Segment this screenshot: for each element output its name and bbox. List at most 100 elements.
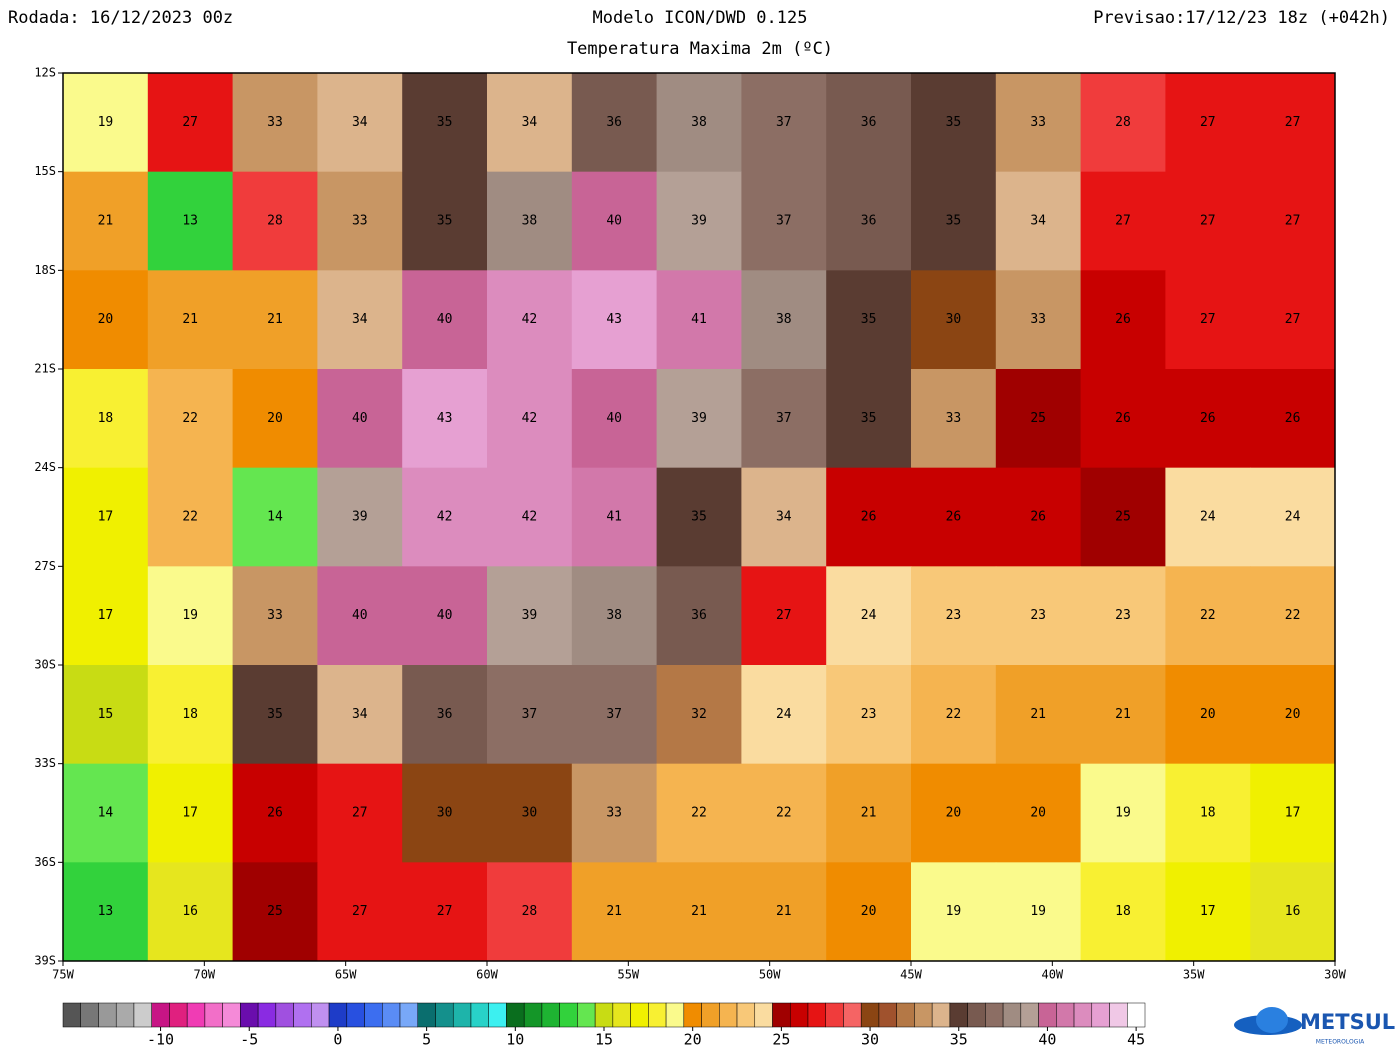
colorbar-swatch: [80, 1002, 99, 1028]
colorbar-swatch: [630, 1002, 649, 1028]
temperature-cell: [1250, 270, 1336, 370]
temperature-label: 17: [182, 806, 198, 821]
temperature-cell: [911, 171, 997, 271]
colorbar-swatch: [222, 1002, 241, 1028]
colorbar-label: 35: [950, 1031, 968, 1049]
temperature-label: 24: [861, 608, 877, 623]
colorbar-swatch: [275, 1002, 294, 1028]
temperature-label: 40: [352, 608, 368, 623]
temperature-cell: [1165, 467, 1251, 567]
temperature-label: 39: [522, 608, 538, 623]
lat-label: 30S: [34, 658, 56, 672]
temperature-cell: [826, 171, 912, 271]
colorbar-swatch: [1056, 1002, 1075, 1028]
temperature-label: 23: [861, 707, 877, 722]
lon-label: 45W: [900, 968, 922, 982]
temperature-label: 33: [606, 806, 622, 821]
temperature-cell: [911, 467, 997, 567]
temperature-cell: [63, 763, 149, 863]
temperature-cell: [741, 171, 827, 271]
temperature-cell: [571, 73, 658, 173]
temperature-cell: [402, 862, 488, 962]
temperature-label: 30: [946, 312, 962, 327]
temperature-label: 43: [606, 312, 622, 327]
temperature-label: 21: [1115, 707, 1131, 722]
temperature-cell: [656, 566, 742, 666]
temperature-cell: [487, 862, 573, 962]
temperature-cell: [487, 369, 573, 469]
model-name: Modelo ICON/DWD 0.125: [593, 8, 808, 28]
temperature-label: 34: [352, 707, 368, 722]
temperature-cell: [317, 763, 403, 863]
temperature-cell: [656, 369, 742, 469]
colorbar-swatch: [62, 1002, 81, 1028]
temperature-label: 20: [946, 806, 962, 821]
colorbar-swatch: [914, 1002, 933, 1028]
colorbar-label: 25: [772, 1031, 790, 1049]
temperature-cell: [232, 369, 318, 469]
temperature-label: 26: [1200, 411, 1216, 426]
temperature-label: 27: [1200, 312, 1216, 327]
colorbar-swatch: [807, 1002, 826, 1028]
colorbar-swatch: [399, 1002, 419, 1028]
temperature-label: 35: [946, 115, 962, 130]
temperature-label: 40: [437, 608, 453, 623]
temperature-label: 42: [437, 510, 453, 525]
temperature-cell: [656, 467, 742, 567]
temperature-cell: [63, 73, 149, 173]
colorbar-swatch: [1038, 1002, 1057, 1028]
temperature-cell: [826, 862, 912, 962]
temperature-cell: [1080, 763, 1166, 863]
temperature-label: 13: [182, 214, 198, 229]
temperature-cell: [1165, 763, 1251, 863]
temperature-label: 25: [1115, 510, 1131, 525]
temperature-label: 27: [437, 904, 453, 919]
temperature-cell: [826, 763, 912, 863]
temperature-cell: [995, 862, 1082, 962]
temperature-cell: [232, 171, 318, 271]
temperature-cell: [1080, 270, 1166, 370]
temperature-label: 17: [98, 608, 114, 623]
colorbar-swatch: [736, 1002, 756, 1028]
temperature-cell: [147, 73, 234, 173]
temperature-cell: [63, 665, 149, 765]
temperature-cell: [232, 467, 318, 567]
colorbar-swatch: [719, 1002, 738, 1028]
temperature-label: 38: [776, 312, 792, 327]
colorbar-swatch: [701, 1002, 720, 1028]
colorbar-swatch: [346, 1002, 365, 1028]
lat-label: 12S: [34, 66, 56, 80]
temperature-label: 21: [98, 214, 114, 229]
temperature-cell: [1080, 467, 1166, 567]
temperature-label: 18: [1115, 904, 1131, 919]
temperature-label: 32: [691, 707, 707, 722]
lon-label: 30W: [1324, 968, 1346, 982]
temperature-label: 37: [776, 214, 792, 229]
colorbar-swatch: [1109, 1002, 1128, 1028]
colorbar-label: 15: [595, 1031, 613, 1049]
colorbar-swatch: [186, 1002, 206, 1028]
temperature-label: 35: [946, 214, 962, 229]
temperature-cell: [1080, 665, 1166, 765]
temperature-label: 28: [267, 214, 283, 229]
temperature-cell: [147, 270, 234, 370]
temperature-label: 26: [1115, 411, 1131, 426]
colorbar-label: 5: [422, 1031, 431, 1049]
temperature-label: 20: [98, 312, 114, 327]
temperature-label: 40: [606, 214, 622, 229]
temperature-cell: [741, 270, 827, 370]
temperature-cell: [741, 467, 827, 567]
lat-label: 21S: [34, 362, 56, 376]
temperature-cell: [402, 665, 488, 765]
temperature-label: 24: [1285, 510, 1301, 525]
colorbar-swatch: [151, 1002, 170, 1028]
temperature-cell: [911, 566, 997, 666]
colorbar-swatch: [754, 1002, 773, 1028]
temperature-label: 36: [861, 214, 877, 229]
temperature-cell: [995, 73, 1082, 173]
temperature-cell: [1080, 862, 1166, 962]
temperature-label: 26: [267, 806, 283, 821]
temperature-label: 30: [522, 806, 538, 821]
temperature-cell: [1250, 171, 1336, 271]
